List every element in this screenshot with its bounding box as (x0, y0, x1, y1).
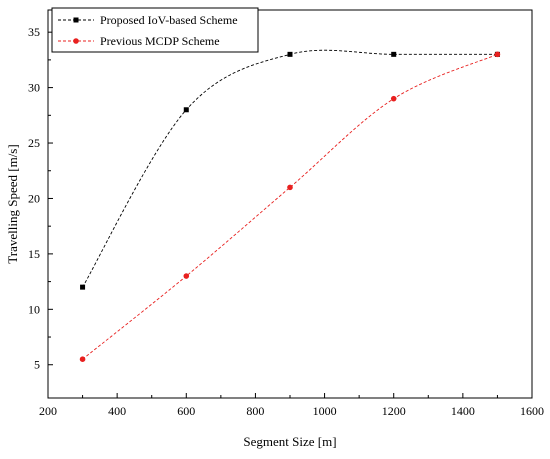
data-point (287, 51, 293, 57)
legend: Proposed IoV-based Scheme Previous MCDP S… (51, 7, 259, 53)
x-tick-label: 400 (108, 404, 126, 418)
y-axis-label: Travelling Speed [m/s] (5, 144, 20, 263)
data-point (391, 51, 397, 57)
y-tick-label: 10 (28, 302, 40, 316)
x-tick-label: 1400 (451, 404, 475, 418)
legend-label: Proposed IoV-based Scheme (100, 13, 238, 27)
y-tick-label: 35 (28, 25, 40, 39)
plot-frame (47, 9, 533, 399)
x-tick-label: 1600 (520, 404, 544, 418)
data-point (183, 273, 190, 279)
legend-label: Previous MCDP Scheme (100, 34, 220, 48)
data-point (494, 51, 501, 58)
x-tick-label: 600 (177, 404, 195, 418)
legend-marker (73, 38, 79, 44)
legend-box (51, 7, 259, 53)
legend-marker (73, 17, 79, 23)
y-tick-label: 30 (28, 81, 40, 95)
y-tick-label: 15 (28, 247, 40, 261)
ticks-layer: 200 400 600 800 1000 1200 1400 1600 5 10 15 20 25 30 3… (28, 25, 544, 418)
y-tick-label: 5 (34, 358, 40, 372)
y-tick-label: 20 (28, 191, 40, 205)
y-tick-label: 25 (28, 136, 40, 150)
x-tick-label: 1200 (382, 404, 406, 418)
series-layer (79, 49, 501, 363)
x-axis-label: Segment Size [m] (243, 434, 336, 449)
data-point (183, 107, 189, 113)
series-line-2 (82, 53, 498, 360)
data-point (80, 284, 86, 290)
data-point (79, 356, 86, 363)
series-line-1 (82, 49, 498, 288)
data-point (287, 184, 293, 191)
x-tick-label: 800 (246, 404, 264, 418)
x-tick-label: 200 (39, 404, 57, 418)
x-tick-label: 1000 (313, 404, 337, 418)
data-point (390, 95, 397, 102)
plot-frame-group (47, 9, 533, 399)
